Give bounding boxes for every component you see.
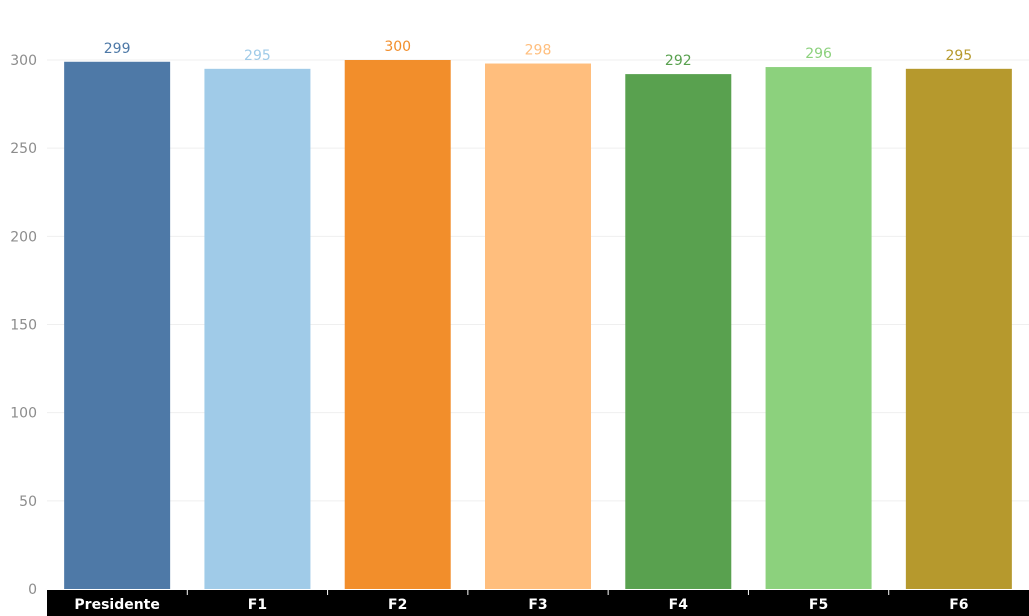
bar[interactable]	[64, 61, 171, 590]
data-labels: 299 295 300 298 292 296 295	[104, 39, 972, 69]
x-axis: Presidente F1 F2 F3 F4 F5 F6	[47, 590, 1029, 616]
y-tick-label: 50	[19, 494, 37, 510]
bars	[64, 60, 1012, 590]
y-tick-label: 100	[10, 406, 37, 422]
data-label: 295	[244, 48, 271, 64]
y-tick-label: 150	[10, 318, 37, 334]
bar[interactable]	[625, 74, 732, 589]
data-label: 298	[525, 43, 552, 59]
data-label: 299	[104, 41, 131, 57]
data-label: 295	[945, 48, 972, 64]
y-tick-label: 0	[28, 582, 37, 598]
y-tick-label: 250	[10, 141, 37, 157]
y-axis: 0 50 100 150 200 250 300	[10, 53, 37, 598]
bar[interactable]	[344, 60, 451, 589]
data-label: 292	[665, 53, 692, 69]
x-category-label: Presidente	[74, 597, 159, 613]
y-tick-label: 200	[10, 229, 37, 245]
bar[interactable]	[485, 63, 591, 589]
data-label: 300	[384, 39, 411, 55]
x-category-label: F1	[248, 597, 267, 613]
x-category-label: F4	[669, 597, 689, 613]
y-tick-label: 300	[10, 53, 37, 69]
x-category-label: F6	[949, 597, 968, 613]
x-category-label: F2	[388, 597, 407, 613]
bar[interactable]	[765, 67, 872, 589]
bar[interactable]	[204, 68, 311, 590]
x-category-label: F5	[809, 597, 828, 613]
x-category-label: F3	[528, 597, 547, 613]
bar[interactable]	[905, 68, 1012, 590]
x-axis-band	[47, 590, 1029, 616]
data-label: 296	[805, 46, 832, 62]
